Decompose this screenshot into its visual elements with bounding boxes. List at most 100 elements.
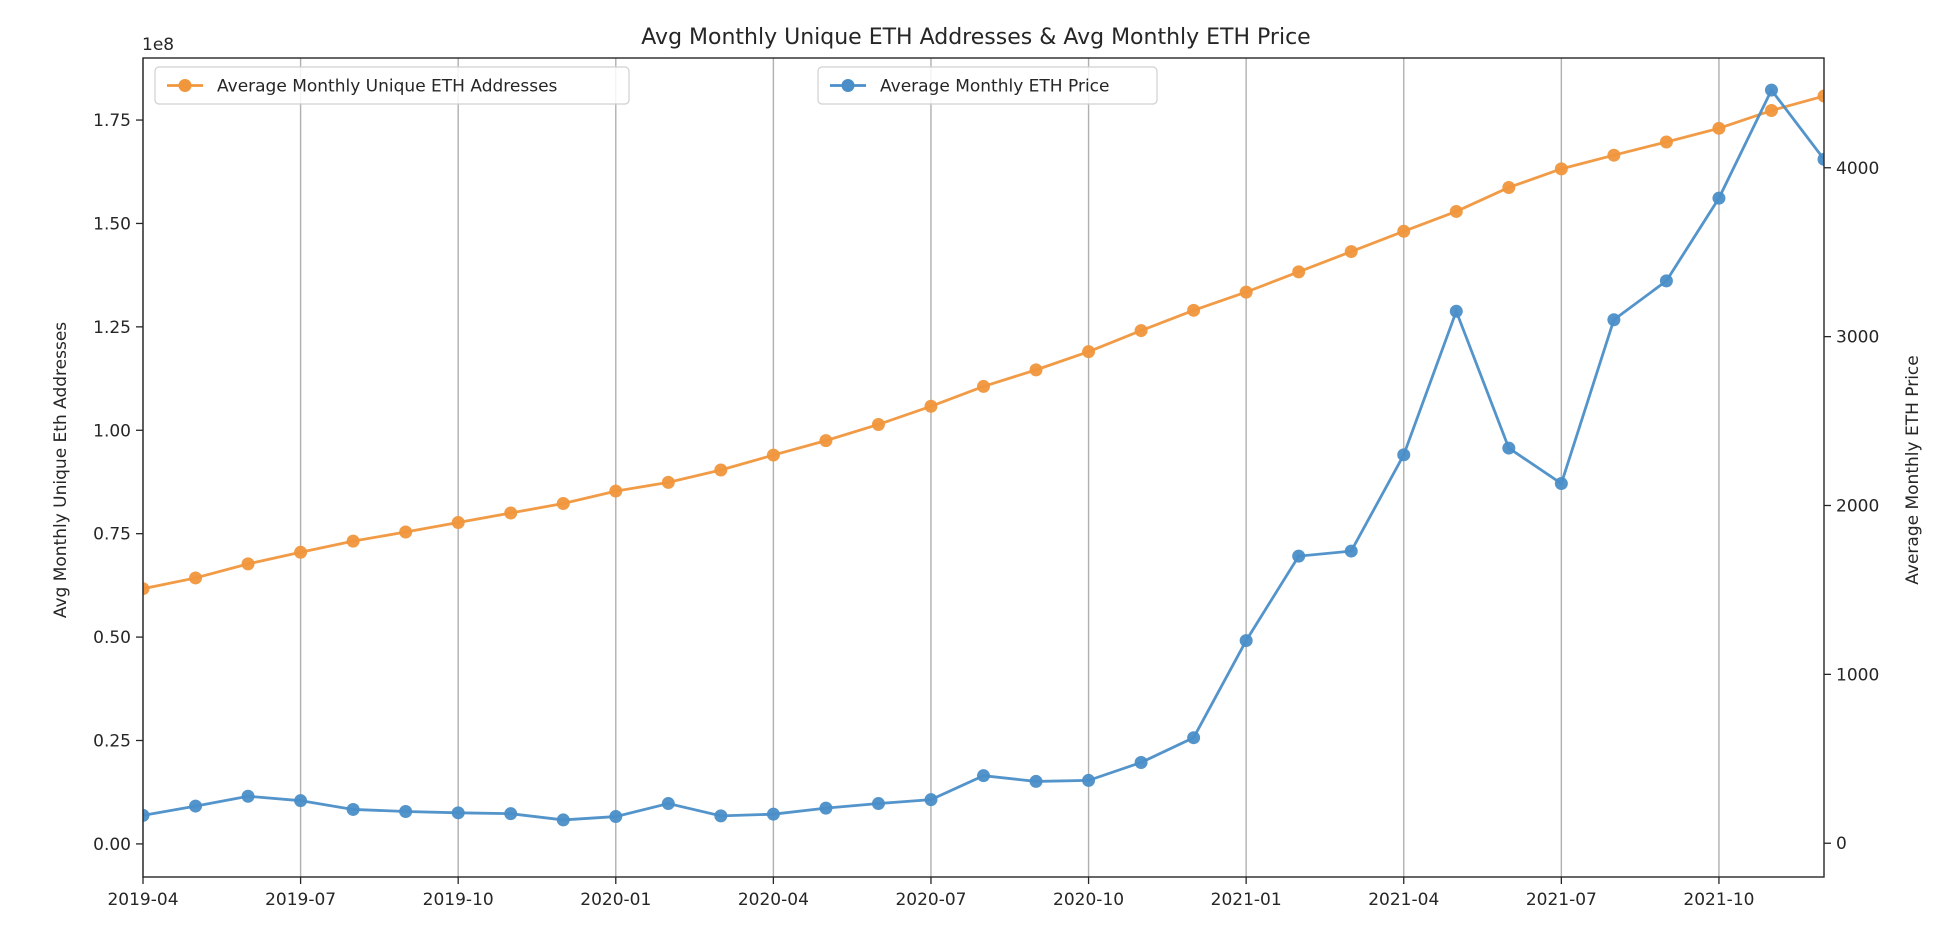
plot-frame (142, 57, 1825, 878)
data-point (1397, 224, 1411, 238)
data-point (1764, 104, 1778, 118)
data-point (977, 379, 990, 393)
right-y-tick-label: 2000 (1836, 496, 1879, 516)
x-tick-label: 2020-01 (580, 890, 651, 910)
data-point (1659, 135, 1673, 149)
data-point (1502, 180, 1516, 194)
data-point (1029, 774, 1043, 788)
data-point (766, 807, 780, 821)
data-point (1607, 148, 1621, 162)
legend-box (817, 66, 1158, 105)
data-point (661, 797, 675, 811)
legend-box (154, 66, 630, 105)
data-point (924, 399, 938, 413)
data-point (346, 534, 360, 548)
data-point (819, 801, 833, 815)
legend-label: Average Monthly Unique ETH Addresses (217, 77, 558, 97)
data-point (143, 808, 150, 822)
data-point (1239, 634, 1253, 648)
series-line (143, 87, 1824, 822)
data-point (1082, 345, 1096, 359)
data-point (1344, 245, 1358, 259)
data-point (871, 797, 885, 811)
data-point (1554, 477, 1568, 491)
data-point (556, 813, 570, 827)
data-point (451, 806, 465, 820)
data-point (504, 506, 518, 520)
data-point (1134, 756, 1148, 770)
right-y-tick-label: 4000 (1836, 159, 1879, 179)
legend-upper-left: Average Monthly Unique ETH Addresses (154, 66, 630, 105)
legend-marker-swatch (178, 79, 192, 92)
data-point (1712, 191, 1726, 205)
data-point (1817, 89, 1824, 103)
data-point (1344, 544, 1358, 558)
x-tick-label: 2021-04 (1368, 890, 1439, 910)
data-point (1712, 121, 1726, 135)
data-point (346, 802, 360, 816)
left-y-tick-label: 0.50 (93, 628, 131, 648)
x-tick-label: 2020-10 (1053, 890, 1124, 910)
data-point (399, 804, 413, 818)
left-y-axis-label: Avg Monthly Unique Eth Addresses (51, 322, 71, 618)
data-point (714, 463, 728, 477)
data-point (143, 582, 150, 596)
data-point (609, 484, 623, 498)
data-point (294, 794, 308, 808)
data-point (1292, 549, 1306, 563)
legend-label: Average Monthly ETH Price (880, 77, 1109, 97)
data-point (1502, 441, 1516, 455)
x-tick-label: 2020-07 (895, 890, 966, 910)
data-point (504, 807, 518, 821)
data-point (766, 448, 780, 462)
left-y-tick-label: 1.75 (93, 111, 131, 131)
left-y-tick-label: 0.25 (93, 732, 131, 752)
series-eth-price (143, 83, 1824, 827)
left-axis-exponent-label: 1e8 (142, 35, 174, 55)
data-point (1187, 303, 1201, 317)
axes: 2019-04 2019-07 2019-10 2020-01 2020-04 2020-… (93, 57, 1879, 910)
series-layer (143, 83, 1824, 827)
data-point (1239, 285, 1253, 299)
right-y-axis-label: Average Monthly ETH Price (1903, 355, 1923, 584)
series-unique-addresses (143, 89, 1824, 596)
x-tick-label: 2019-10 (423, 890, 494, 910)
data-point (819, 434, 833, 448)
data-point (1134, 324, 1148, 338)
right-y-tick-label: 3000 (1836, 328, 1879, 348)
data-point (1764, 83, 1778, 97)
left-y-tick-label: 1.25 (93, 318, 131, 338)
data-point (189, 571, 203, 585)
legend-marker-swatch (841, 79, 855, 92)
left-y-tick-label: 0.75 (93, 525, 131, 545)
data-point (556, 496, 570, 510)
left-y-tick-label: 1.50 (93, 214, 131, 234)
data-point (871, 417, 885, 431)
data-point (1449, 204, 1463, 218)
grid-lines (142, 58, 1720, 877)
data-point (1397, 448, 1411, 462)
data-point (241, 557, 255, 571)
data-point (1449, 304, 1463, 318)
right-y-tick-label: 1000 (1836, 665, 1879, 685)
left-y-tick-label: 0.00 (93, 835, 131, 855)
data-point (399, 525, 413, 539)
x-tick-label: 2021-07 (1526, 890, 1597, 910)
data-point (189, 799, 203, 813)
legends: Average Monthly Unique ETH Addresses Aver… (154, 66, 1158, 105)
data-point (924, 793, 938, 807)
data-point (241, 789, 255, 803)
data-point (1082, 773, 1096, 787)
right-y-tick-label: 0 (1836, 834, 1847, 854)
x-tick-label: 2019-07 (265, 890, 336, 910)
data-point (1607, 313, 1621, 327)
legend-upper-center: Average Monthly ETH Price (817, 66, 1158, 105)
data-point (977, 769, 990, 783)
data-point (1029, 363, 1043, 377)
data-point (609, 810, 623, 824)
x-tick-label: 2020-04 (738, 890, 809, 910)
x-tick-label: 2021-10 (1683, 890, 1754, 910)
data-point (294, 545, 308, 559)
